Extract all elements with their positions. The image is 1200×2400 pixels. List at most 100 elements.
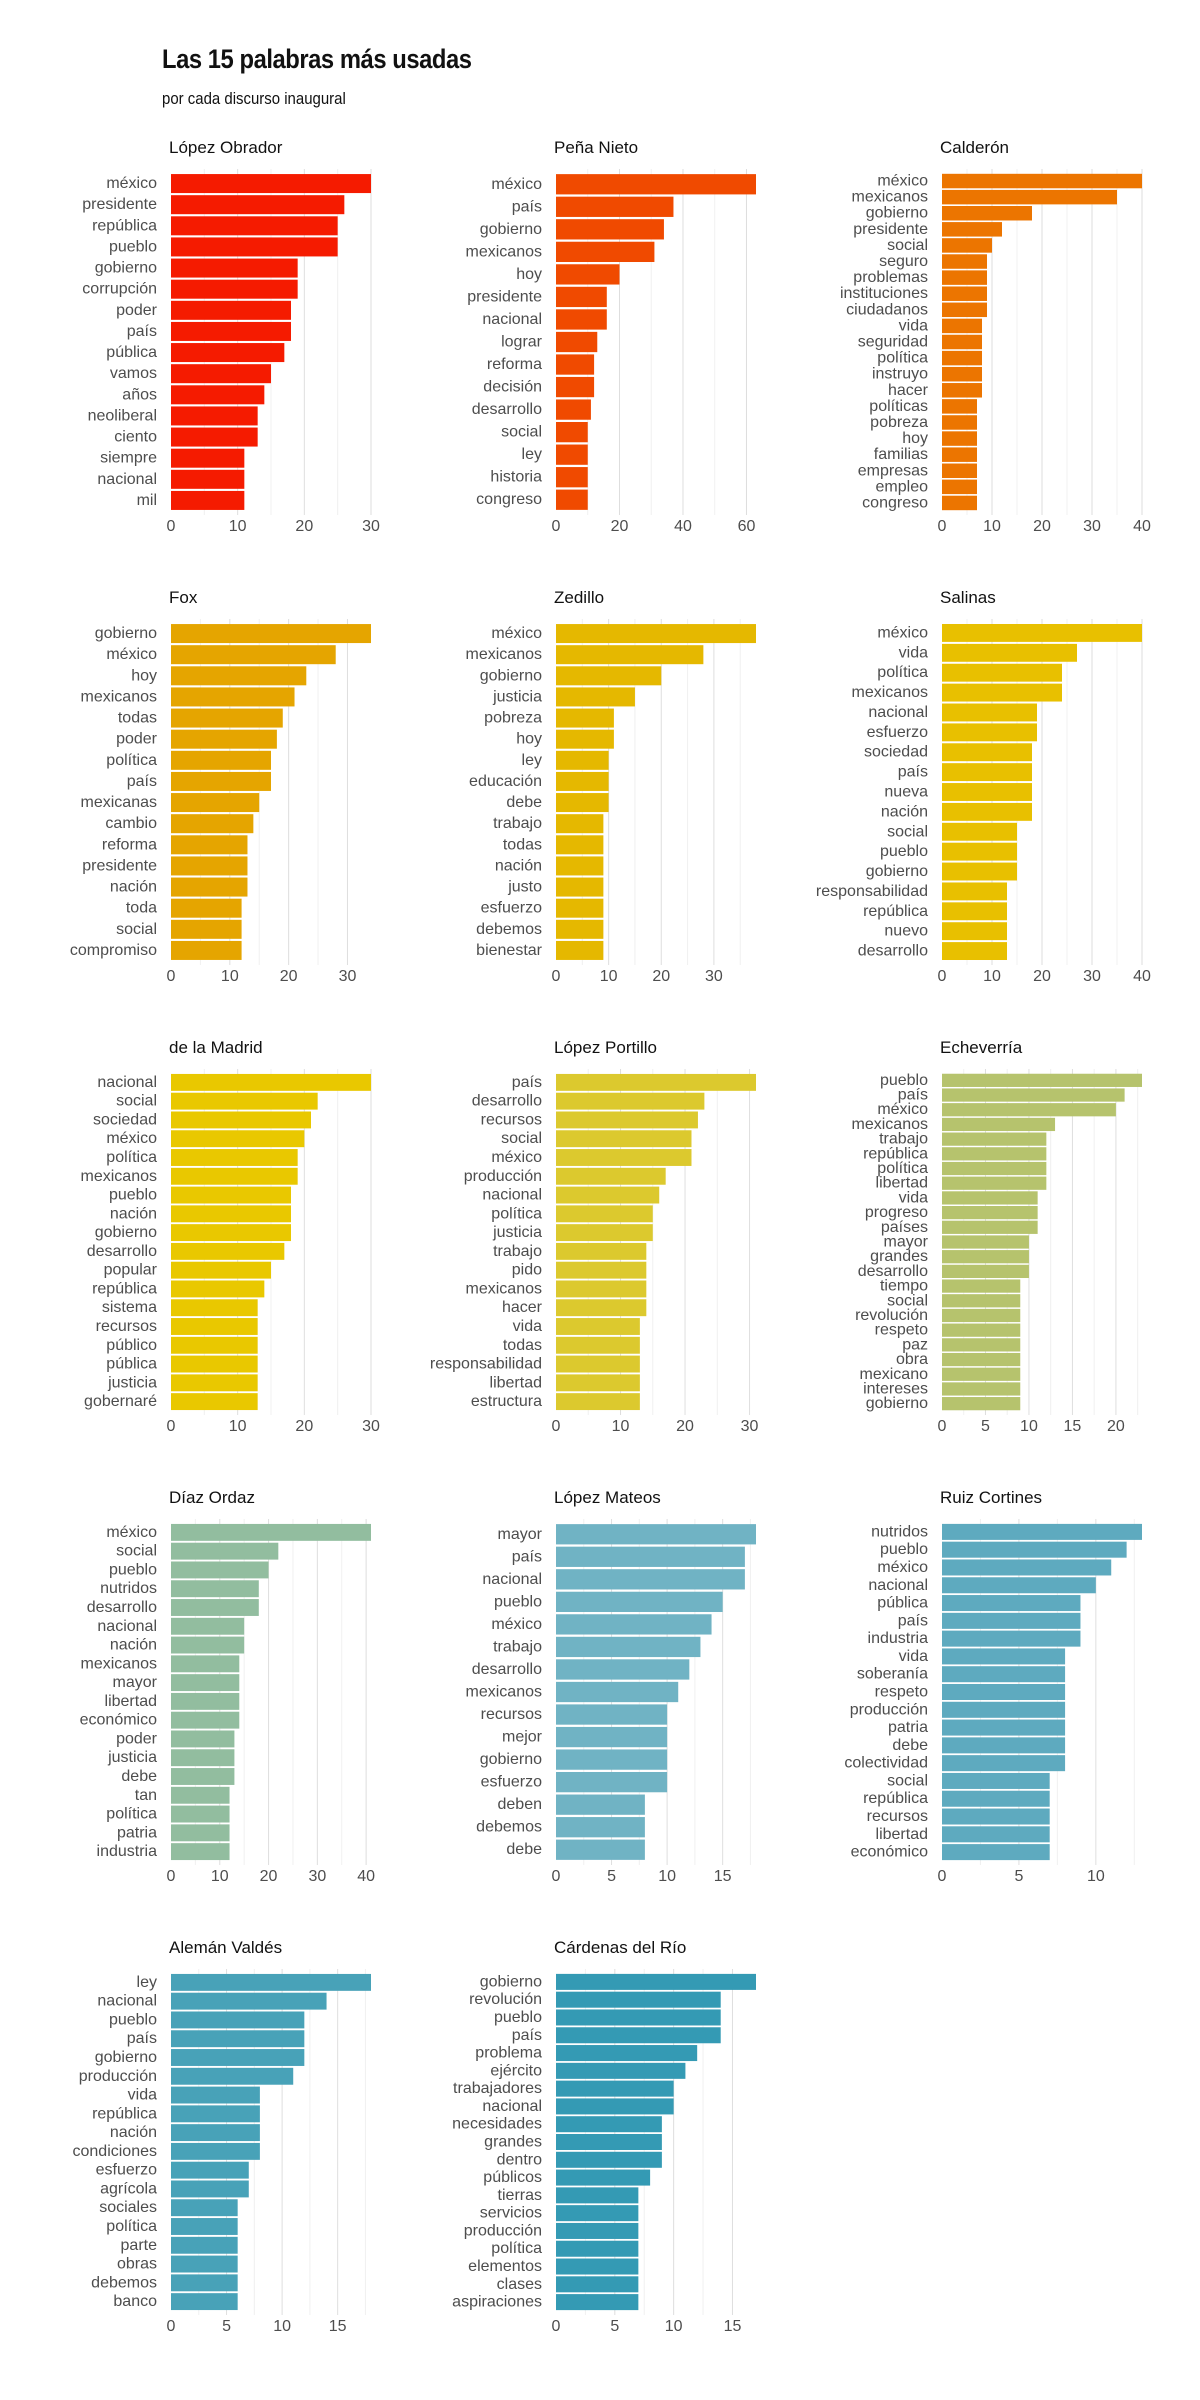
word-label: esfuerzo [96, 2162, 157, 2179]
bar [942, 1719, 1066, 1736]
bar [556, 1092, 705, 1110]
bar [942, 1577, 1096, 1594]
tick-label: 20 [611, 518, 629, 535]
word-label: responsabilidad [430, 1356, 542, 1373]
bar [556, 2169, 651, 2186]
bar [171, 258, 298, 278]
panel-echeverría: Echeverría pueblopaísméxicomexicanostraba… [852, 1038, 1142, 1435]
word-label: debe [121, 1768, 157, 1785]
bar [171, 1149, 298, 1166]
bar [942, 942, 1007, 961]
panel-title: Fox [169, 588, 198, 607]
word-label: hoy [131, 667, 157, 684]
word-label: nacional [97, 1074, 157, 1091]
bar [556, 1794, 645, 1815]
bar [171, 624, 371, 644]
bar [942, 723, 1037, 742]
bar [942, 1559, 1112, 1576]
bar [556, 793, 609, 813]
word-label: república [863, 903, 928, 920]
word-label: esfuerzo [481, 900, 542, 917]
word-label: país [512, 1074, 542, 1091]
bar [171, 1599, 259, 1616]
panel-title: Ruiz Cortines [940, 1488, 1042, 1507]
word-label: gobierno [95, 625, 157, 642]
word-label: toda [126, 900, 157, 917]
bar [942, 743, 1032, 762]
word-label: pueblo [109, 2011, 157, 2028]
tick-label: 5 [607, 1868, 616, 1885]
tick-label: 5 [610, 2318, 619, 2335]
bar [942, 1648, 1066, 1665]
word-label: desarrollo [87, 1243, 157, 1260]
bar [942, 1132, 1047, 1146]
bar [556, 1973, 756, 1990]
word-label: presidente [82, 857, 157, 874]
word-label: trabajo [493, 815, 542, 832]
bar [556, 835, 604, 855]
word-label: mexicanos [852, 1116, 928, 1133]
bar [556, 1991, 721, 2008]
tick-label: 5 [222, 2318, 231, 2335]
bar [171, 1186, 291, 1204]
tick-label: 60 [738, 518, 756, 535]
tick-label: 10 [612, 1418, 630, 1435]
word-label: esfuerzo [481, 1774, 542, 1791]
bar [171, 1374, 258, 1392]
bar [556, 1374, 640, 1392]
bar [556, 309, 607, 330]
word-label: méxico [106, 1130, 157, 1147]
bar [942, 205, 1032, 221]
bar [171, 1393, 258, 1411]
bar [171, 1973, 371, 1991]
bar [556, 2222, 639, 2239]
tick-label: 15 [724, 2318, 742, 2335]
word-label: instituciones [840, 285, 928, 302]
bar [556, 241, 655, 263]
tick-label: 20 [260, 1868, 278, 1885]
word-label: público [106, 1337, 157, 1354]
bar [942, 366, 982, 382]
bar [942, 173, 1142, 189]
bar [556, 1224, 653, 1242]
word-label: méxico [491, 176, 542, 193]
panel-title: Díaz Ordaz [169, 1488, 255, 1507]
panel-title: Echeverría [940, 1038, 1023, 1057]
word-label: tierras [498, 2187, 542, 2204]
bar [942, 1176, 1047, 1190]
word-label: trabajadores [453, 2080, 542, 2097]
bar [556, 1242, 647, 1260]
word-label: poder [116, 1730, 158, 1747]
word-label: pública [106, 344, 157, 361]
bar [171, 1280, 265, 1298]
word-label: social [116, 1543, 157, 1560]
word-label: bienestar [476, 942, 542, 959]
bar [556, 2045, 698, 2062]
panel-lópez-obrador: López Obrador méxico presidente república pu… [82, 138, 380, 535]
word-label: pueblo [109, 238, 157, 255]
bar [171, 919, 242, 939]
bar [171, 1542, 279, 1560]
bar [171, 729, 277, 749]
bar [171, 364, 271, 384]
tick-label: 20 [280, 968, 298, 985]
bar [942, 1701, 1066, 1718]
word-label: públicos [483, 2169, 542, 2186]
word-label: mexicanos [466, 1684, 542, 1701]
bar [171, 2293, 238, 2311]
word-label: nutridos [100, 1580, 157, 1597]
panel-lópez-mateos: López Mateos mayor país nacional pueblo méxic… [466, 1488, 756, 1885]
bar [171, 1692, 240, 1710]
word-label: sistema [102, 1299, 157, 1316]
word-label: social [887, 237, 928, 254]
word-label: dentro [497, 2151, 542, 2168]
bar [942, 1323, 1021, 1337]
word-label: presidente [853, 221, 928, 238]
bar [171, 1261, 271, 1279]
word-label: desarrollo [87, 1599, 157, 1616]
word-label: producción [464, 1168, 542, 1185]
bar [942, 1073, 1142, 1087]
bar [171, 1768, 235, 1785]
bar [171, 2180, 249, 2198]
bar [556, 354, 595, 375]
